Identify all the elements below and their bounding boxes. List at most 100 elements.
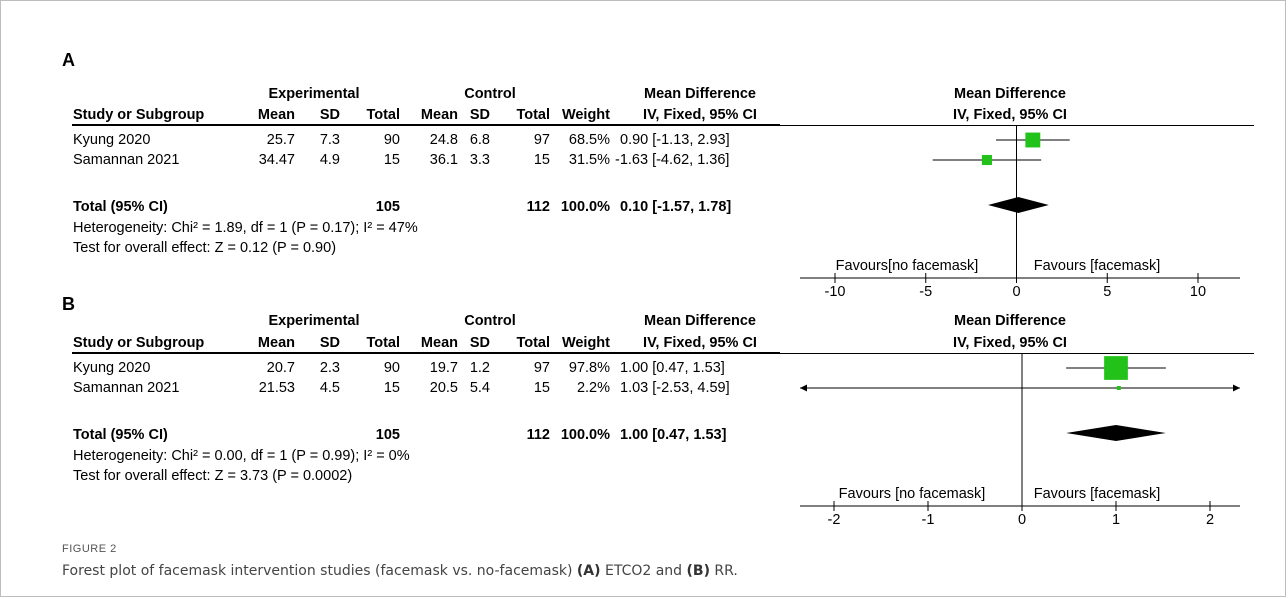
col-exp-total: Total	[366, 335, 400, 351]
x-tick-label: 0	[1018, 512, 1026, 528]
caption-label-a: (A)	[576, 563, 601, 579]
study-marker	[1104, 356, 1128, 380]
figure-caption: Forest plot of facemask intervention stu…	[62, 563, 738, 579]
ctl-total-sum: 112	[526, 427, 550, 443]
panel-a: A Experimental Control Mean Difference M…	[0, 48, 1288, 300]
favours-right-label: Favours [facemask]	[1033, 486, 1161, 502]
ctl-total: 15	[533, 380, 550, 396]
figure-label: FIGURE 2	[62, 543, 117, 555]
col-weight: Weight	[561, 107, 610, 123]
weight: 97.8%	[568, 360, 610, 376]
x-tick-label: 1	[1112, 512, 1120, 528]
col-exp-total: Total	[366, 107, 400, 123]
overall-effect-text: Test for overall effect: Z = 3.73 (P = 0…	[73, 468, 353, 484]
ci-value: -1.63 [-4.62, 1.36]	[615, 152, 730, 168]
plot-col-ci: IV, Fixed, 95% CI	[953, 107, 1067, 123]
exp-mean: 21.53	[258, 380, 295, 396]
ci-value: 1.03 [-2.53, 4.59]	[620, 380, 730, 396]
heterogeneity-text: Heterogeneity: Chi² = 0.00, df = 1 (P = …	[73, 448, 410, 464]
header-experimental: Experimental	[268, 86, 360, 102]
header-divider	[72, 125, 1254, 126]
col-ctl-total: Total	[516, 335, 550, 351]
col-ci: IV, Fixed, 95% CI	[643, 107, 757, 123]
caption-mid: ETCO2 and	[600, 563, 687, 579]
study-marker	[981, 154, 992, 166]
ci-arrow-left	[800, 384, 807, 392]
exp-total: 90	[383, 360, 400, 376]
exp-sd: 4.5	[319, 380, 340, 396]
exp-sd: 2.3	[319, 360, 340, 376]
study-name: Samannan 2021	[73, 380, 180, 396]
ctl-mean: 36.1	[429, 152, 458, 168]
exp-sd: 4.9	[319, 152, 340, 168]
col-weight: Weight	[561, 335, 610, 351]
favours-right-label: Favours [facemask]	[1033, 258, 1161, 274]
caption-label-b: (B)	[686, 563, 710, 579]
ctl-total: 97	[533, 360, 550, 376]
ctl-mean: 19.7	[429, 360, 458, 376]
ctl-total: 15	[533, 152, 550, 168]
panel-label: A	[62, 50, 75, 70]
heterogeneity-text: Heterogeneity: Chi² = 1.89, df = 1 (P = …	[73, 220, 418, 236]
panel-label: B	[62, 294, 75, 314]
x-tick-label: -2	[828, 512, 841, 528]
col-exp-sd: SD	[319, 107, 340, 123]
favours-left-label: Favours[no facemask]	[835, 258, 979, 274]
weight: 68.5%	[568, 132, 610, 148]
ctl-sd: 6.8	[469, 132, 490, 148]
col-exp-sd: SD	[319, 335, 340, 351]
ci-value: 1.00 [0.47, 1.53]	[620, 360, 725, 376]
header-mean-difference: Mean Difference	[643, 313, 756, 329]
study-name: Kyung 2020	[73, 360, 151, 376]
header-mean-difference: Mean Difference	[643, 86, 756, 102]
plot-header-mean-difference: Mean Difference	[953, 313, 1066, 329]
col-ctl-sd: SD	[469, 107, 490, 123]
exp-total-sum: 105	[375, 199, 400, 215]
col-ctl-total: Total	[516, 107, 550, 123]
header-divider	[72, 353, 1254, 354]
weight: 31.5%	[568, 152, 610, 168]
col-ci: IV, Fixed, 95% CI	[643, 335, 757, 351]
weight: 2.2%	[576, 380, 610, 396]
header-experimental: Experimental	[268, 313, 360, 329]
col-ctl-sd: SD	[469, 335, 490, 351]
forest-plot-a: -10 -5 0 5 10	[800, 126, 1240, 300]
caption-prefix: Forest plot of facemask intervention stu…	[62, 563, 577, 579]
ctl-sd: 5.4	[469, 380, 490, 396]
study-marker	[1116, 386, 1121, 390]
col-exp-mean: Mean	[257, 107, 295, 123]
overall-effect-text: Test for overall effect: Z = 0.12 (P = 0…	[73, 240, 337, 256]
header-control: Control	[464, 313, 516, 329]
x-tick-label: -5	[919, 284, 932, 300]
exp-total: 15	[383, 380, 400, 396]
col-exp-mean: Mean	[257, 335, 295, 351]
col-ctl-mean: Mean	[420, 335, 458, 351]
x-tick-label: 10	[1190, 284, 1206, 300]
plot-col-ci: IV, Fixed, 95% CI	[953, 335, 1067, 351]
header-control: Control	[464, 86, 516, 102]
ctl-total-sum: 112	[526, 199, 550, 215]
pooled-diamond	[988, 197, 1049, 213]
exp-mean: 25.7	[266, 132, 295, 148]
ctl-total: 97	[533, 132, 550, 148]
total-ci: 0.10 [-1.57, 1.78]	[620, 199, 732, 215]
total-weight: 100.0%	[560, 199, 610, 215]
study-name: Kyung 2020	[73, 132, 151, 148]
ci-value: 0.90 [-1.13, 2.93]	[620, 132, 730, 148]
exp-total: 15	[383, 152, 400, 168]
ctl-sd: 1.2	[469, 360, 490, 376]
exp-total-sum: 105	[375, 427, 400, 443]
plot-header-mean-difference: Mean Difference	[953, 86, 1066, 102]
exp-sd: 7.3	[319, 132, 340, 148]
ci-arrow-right	[1233, 384, 1240, 392]
study-marker	[1025, 132, 1041, 148]
x-tick-label: -10	[825, 284, 846, 300]
ctl-mean: 20.5	[429, 380, 458, 396]
col-study: Study or Subgroup	[73, 107, 205, 123]
panel-b: B Experimental Control Mean Difference M…	[0, 292, 1288, 528]
x-tick-label: 2	[1206, 512, 1214, 528]
total-weight: 100.0%	[560, 427, 610, 443]
x-tick-label: 5	[1103, 284, 1111, 300]
exp-mean: 20.7	[266, 360, 295, 376]
